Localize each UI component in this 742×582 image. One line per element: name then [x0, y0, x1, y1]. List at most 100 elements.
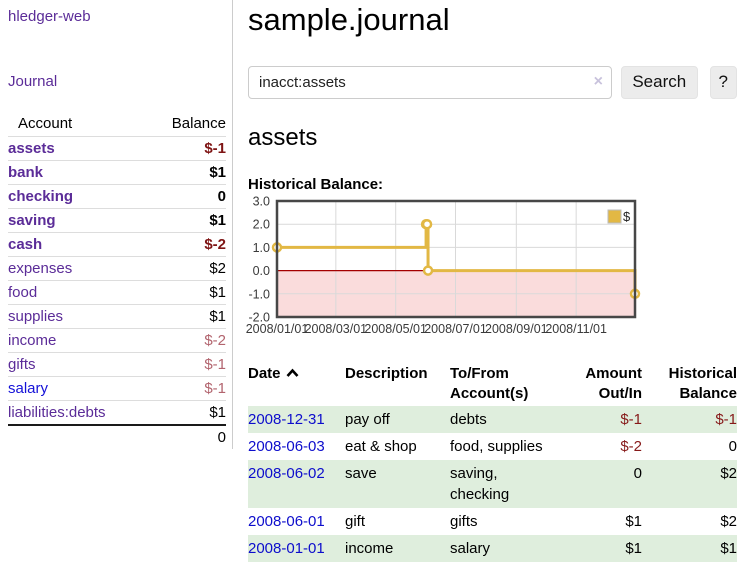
account-balance: $-1	[204, 356, 226, 373]
account-link-liabilities-debts[interactable]: liabilities:debts	[8, 404, 106, 421]
transaction-row: 2008-06-03 eat & shop food, supplies $-2 0	[248, 433, 737, 460]
account-link-bank[interactable]: bank	[8, 164, 44, 181]
transaction-amount: $1	[625, 540, 642, 558]
transaction-historical-balance: $2	[720, 465, 737, 483]
transaction-historical-balance: 0	[728, 438, 737, 456]
transaction-description: income	[345, 540, 394, 558]
svg-text:2008/05/01: 2008/05/01	[364, 322, 427, 336]
account-link-cash[interactable]: cash	[8, 236, 43, 253]
account-row: cash $-2	[8, 232, 226, 257]
account-balance: 0	[217, 188, 226, 205]
svg-text:2.0: 2.0	[253, 217, 270, 231]
transaction-description: eat & shop	[345, 438, 417, 456]
transaction-accounts: food, supplies	[450, 438, 543, 456]
account-row: assets $-1	[8, 136, 226, 161]
balance-column-header: Balance	[171, 115, 226, 132]
account-link-food[interactable]: food	[8, 284, 38, 301]
register-header-description: Description	[345, 364, 428, 382]
account-balance: $-2	[204, 332, 226, 349]
account-link-income[interactable]: income	[8, 332, 57, 349]
transaction-accounts: salary	[450, 540, 491, 558]
search-button[interactable]: Search	[621, 65, 698, 99]
sort-ascending-icon	[286, 364, 299, 384]
help-button[interactable]: ?	[709, 65, 737, 99]
transaction-date-link[interactable]: 2008-06-03	[248, 438, 325, 456]
transaction-historical-balance: $2	[720, 513, 737, 531]
account-balance: $1	[209, 212, 226, 229]
sidebar: hledger-web Journal Account Balance asse…	[0, 0, 233, 449]
account-row: checking 0	[8, 184, 226, 209]
sidebar-item-journal[interactable]: Journal	[8, 73, 58, 90]
transaction-amount: 0	[633, 465, 642, 483]
transaction-amount: $-2	[620, 438, 642, 456]
search-input[interactable]	[248, 65, 612, 99]
accounts-total-row: 0	[8, 425, 226, 449]
svg-text:2008/03/01: 2008/03/01	[305, 322, 368, 336]
account-heading: assets	[248, 123, 318, 151]
account-row: income $-2	[8, 328, 226, 353]
account-balance: $-1	[204, 380, 226, 397]
accounts-column-header: Account	[18, 115, 73, 132]
account-row: saving $1	[8, 208, 226, 233]
account-link-assets[interactable]: assets	[8, 140, 55, 157]
transaction-row: 2008-06-01 gift gifts $1 $2	[248, 508, 737, 535]
transaction-date-link[interactable]: 2008-12-31	[248, 411, 325, 429]
transaction-historical-balance: $1	[720, 540, 737, 558]
transaction-accounts: saving, checking	[450, 465, 510, 504]
svg-text:2008/01/01: 2008/01/01	[246, 322, 309, 336]
page-title: sample.journal	[248, 2, 450, 37]
transaction-date-link[interactable]: 2008-06-01	[248, 513, 325, 531]
svg-text:-1.0: -1.0	[248, 287, 270, 301]
account-link-expenses[interactable]: expenses	[8, 260, 73, 277]
transaction-accounts: debts	[450, 411, 487, 429]
register-header-historical: Historical Balance	[668, 364, 737, 402]
svg-text:1.0: 1.0	[253, 241, 270, 255]
transaction-row: 2008-06-02 save saving, checking 0 $2	[248, 460, 737, 509]
transaction-description: gift	[345, 513, 366, 531]
account-link-checking[interactable]: checking	[8, 188, 74, 205]
account-row: food $1	[8, 280, 226, 305]
account-balance: $1	[209, 164, 226, 181]
account-link-supplies[interactable]: supplies	[8, 308, 64, 325]
chart-canvas: $3.0 2.0 1.0 0.0 -1.0 -2.02008/01/012008/03/0…	[246, 194, 641, 336]
transaction-date-link[interactable]: 2008-01-01	[248, 540, 325, 558]
account-balance: $-2	[204, 236, 226, 253]
svg-text:2008/11/01: 2008/11/01	[545, 322, 607, 336]
account-row: bank $1	[8, 160, 226, 185]
chart-heading: Historical Balance:	[248, 175, 384, 193]
transaction-accounts: gifts	[450, 513, 478, 531]
accounts-balance-table: Account Balance assets $-1 bank $1 checking 0…	[8, 112, 226, 449]
svg-text:$: $	[623, 209, 631, 224]
account-row: supplies $1	[8, 304, 226, 329]
account-balance: $2	[209, 260, 226, 277]
transaction-row: 2008-12-31 pay off debts $-1 $-1	[248, 406, 737, 434]
account-link-gifts[interactable]: gifts	[8, 356, 36, 373]
accounts-total-value: 0	[217, 429, 226, 446]
svg-text:0.0: 0.0	[253, 264, 270, 278]
transaction-description: save	[345, 465, 377, 483]
brand-link[interactable]: hledger-web	[8, 8, 91, 25]
account-row: gifts $-1	[8, 352, 226, 377]
account-balance: $1	[209, 284, 226, 301]
clear-search-icon[interactable]: ×	[593, 72, 603, 90]
historical-balance-chart: $3.0 2.0 1.0 0.0 -1.0 -2.0 2008/01/01 2008/03/0…	[240, 194, 737, 344]
svg-text:-2.0: -2.0	[248, 310, 270, 324]
transaction-amount: $-1	[620, 411, 642, 429]
account-balance: $1	[209, 404, 226, 421]
transaction-amount: $1	[625, 513, 642, 531]
account-link-salary[interactable]: salary	[8, 380, 49, 397]
transaction-row: 2008-01-01 income salary $1 $1	[248, 535, 737, 563]
register-header-amount: Amount Out/In	[585, 364, 642, 402]
svg-text:2008/07/01: 2008/07/01	[424, 322, 487, 336]
svg-text:3.0: 3.0	[253, 195, 270, 209]
account-link-saving[interactable]: saving	[8, 212, 56, 229]
account-row: salary $-1	[8, 376, 226, 401]
transaction-description: pay off	[345, 411, 390, 429]
transaction-date-link[interactable]: 2008-06-02	[248, 465, 325, 483]
register-header-date[interactable]: Date	[248, 362, 345, 407]
register-table: Date Description To/From Account(s) Amou…	[248, 362, 737, 563]
main-content: sample.journal × Search ? assets Histori…	[234, 0, 742, 582]
account-row: expenses $2	[8, 256, 226, 281]
search-form: × Search ?	[248, 65, 737, 99]
register-header-accounts: To/From Account(s)	[450, 364, 529, 402]
